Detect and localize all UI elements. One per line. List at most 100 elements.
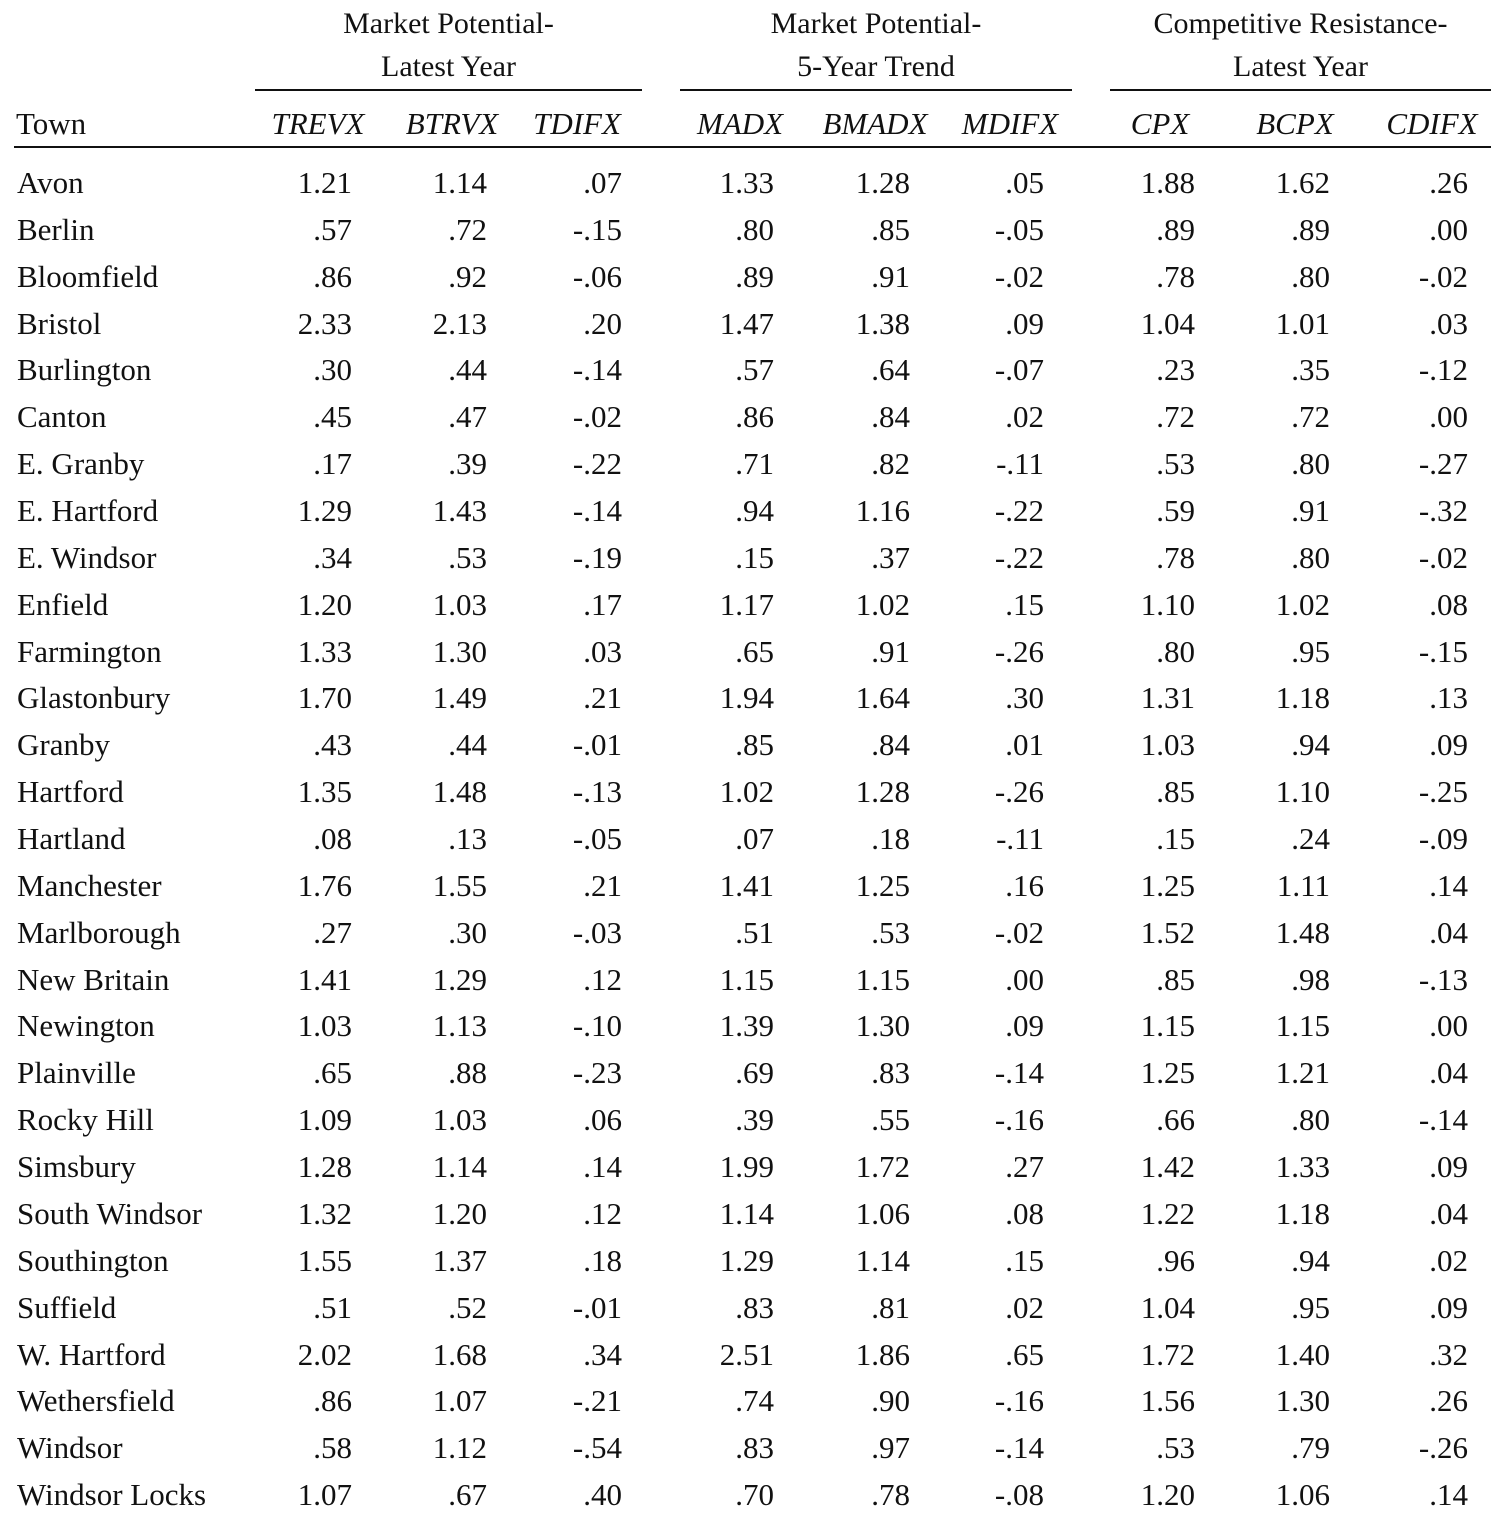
group-rule — [255, 89, 642, 91]
value-cell: 1.72 — [1140, 1336, 1195, 1372]
town-cell: Newington — [17, 1008, 155, 1044]
value-cell: .53 — [448, 539, 487, 575]
value-cell: -.01 — [572, 1289, 622, 1325]
value-cell: .92 — [448, 258, 487, 294]
column-header: CDIFX — [1386, 106, 1478, 141]
value-cell: .53 — [1156, 1430, 1195, 1466]
value-cell: -.02 — [572, 399, 622, 435]
value-cell: 1.02 — [1275, 586, 1330, 622]
town-cell: Windsor Locks — [17, 1477, 207, 1513]
value-cell: 1.15 — [1275, 1008, 1330, 1044]
value-cell: .04 — [1429, 1055, 1468, 1091]
town-cell: Farmington — [17, 633, 162, 669]
value-cell: 1.55 — [297, 1242, 352, 1278]
value-cell: .51 — [313, 1289, 352, 1325]
value-cell: .04 — [1429, 1195, 1468, 1231]
value-cell: 1.03 — [1140, 727, 1195, 763]
value-cell: .17 — [583, 586, 622, 622]
value-cell: 1.22 — [1140, 1195, 1195, 1231]
value-cell: 1.01 — [1275, 305, 1330, 341]
value-cell: .55 — [871, 1102, 910, 1138]
value-cell: .72 — [1291, 399, 1330, 435]
column-header: MDIFX — [961, 106, 1059, 141]
value-cell: -.32 — [1418, 493, 1468, 529]
town-cell: Wethersfield — [17, 1383, 175, 1419]
value-cell: .47 — [448, 399, 487, 435]
value-cell: 1.15 — [1140, 1008, 1195, 1044]
value-cell: 1.86 — [855, 1336, 910, 1372]
town-cell: Berlin — [17, 211, 95, 247]
value-cell: 1.39 — [719, 1008, 774, 1044]
value-cell: .52 — [448, 1289, 487, 1325]
value-cell: -.26 — [994, 774, 1044, 810]
town-cell: Southington — [17, 1242, 169, 1278]
value-cell: 1.68 — [432, 1336, 487, 1372]
value-cell: 1.40 — [1275, 1336, 1330, 1372]
value-cell: .51 — [735, 914, 774, 950]
value-cell: .80 — [1291, 446, 1330, 482]
value-cell: .89 — [735, 258, 774, 294]
value-cell: 1.94 — [719, 680, 774, 716]
town-cell: Granby — [17, 727, 110, 763]
value-cell: .74 — [735, 1383, 774, 1419]
value-cell: -.15 — [1418, 633, 1468, 669]
town-cell: Manchester — [17, 867, 162, 903]
value-cell: 1.29 — [432, 961, 487, 997]
value-cell: .83 — [735, 1430, 774, 1466]
value-cell: .12 — [583, 1195, 622, 1231]
value-cell: -.12 — [1418, 352, 1468, 388]
value-cell: .12 — [583, 961, 622, 997]
value-cell: .98 — [1291, 961, 1330, 997]
value-cell: 1.28 — [855, 165, 910, 200]
group-rule — [1110, 89, 1491, 91]
value-cell: .13 — [448, 821, 487, 857]
value-cell: .09 — [1429, 1149, 1468, 1185]
town-cell: Simsbury — [17, 1149, 136, 1185]
value-cell: .03 — [583, 633, 622, 669]
value-cell: 1.30 — [432, 633, 487, 669]
column-header: CPX — [1130, 106, 1190, 141]
value-cell: .88 — [448, 1055, 487, 1091]
value-cell: 1.18 — [1275, 1195, 1330, 1231]
value-cell: -.14 — [572, 493, 622, 529]
value-cell: 1.70 — [297, 680, 352, 716]
value-cell: .80 — [1291, 1102, 1330, 1138]
value-cell: .30 — [313, 352, 352, 388]
value-cell: 1.25 — [1140, 1055, 1195, 1091]
value-cell: -.05 — [994, 211, 1044, 247]
value-cell: 1.48 — [1275, 914, 1330, 950]
value-cell: -.02 — [1418, 258, 1468, 294]
value-cell: .05 — [1005, 165, 1044, 200]
value-cell: -.23 — [572, 1055, 622, 1091]
value-cell: -.14 — [994, 1430, 1044, 1466]
value-cell: 2.13 — [432, 305, 487, 341]
value-cell: .18 — [871, 821, 910, 857]
value-cell: -.10 — [572, 1008, 622, 1044]
value-cell: 1.15 — [855, 961, 910, 997]
value-cell: 1.29 — [297, 493, 352, 529]
value-cell: .83 — [735, 1289, 774, 1325]
value-cell: 1.03 — [297, 1008, 352, 1044]
value-cell: 1.14 — [855, 1242, 910, 1278]
town-cell: Rocky Hill — [17, 1102, 154, 1138]
value-cell: 1.41 — [719, 867, 774, 903]
value-cell: 1.33 — [297, 633, 352, 669]
value-cell: .72 — [1156, 399, 1195, 435]
column-header: Town — [16, 106, 87, 141]
town-cell: Hartland — [17, 821, 126, 857]
value-cell: .17 — [313, 446, 352, 482]
value-cell: 1.49 — [432, 680, 487, 716]
value-cell: .85 — [1156, 774, 1195, 810]
value-cell: -.25 — [1418, 774, 1468, 810]
value-cell: -.11 — [996, 446, 1044, 482]
value-cell: .07 — [583, 165, 622, 200]
value-cell: -.13 — [1418, 961, 1468, 997]
value-cell: .37 — [871, 539, 910, 575]
value-cell: .64 — [871, 352, 910, 388]
value-cell: .86 — [735, 399, 774, 435]
value-cell: 1.47 — [719, 305, 774, 341]
value-cell: .78 — [871, 1477, 910, 1513]
town-cell: Marlborough — [17, 914, 181, 950]
value-cell: .44 — [448, 727, 487, 763]
value-cell: .95 — [1291, 1289, 1330, 1325]
